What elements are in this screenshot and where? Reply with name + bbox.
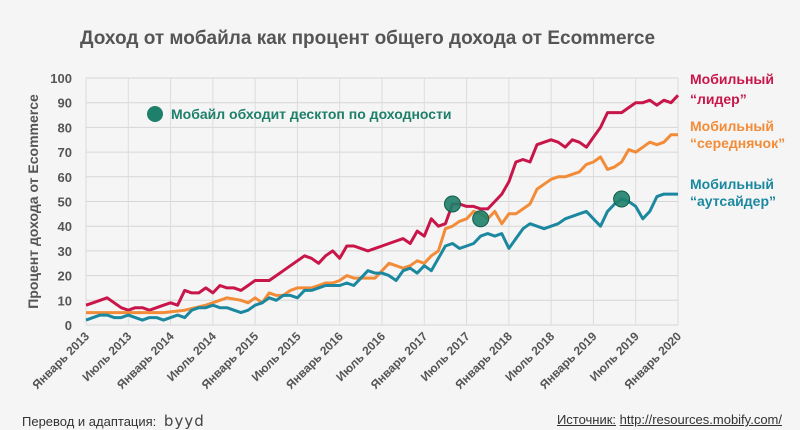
source: Источник: http://resources.mobify.com/ [557, 412, 782, 427]
source-link[interactable]: http://resources.mobify.com/ [619, 412, 782, 427]
annotation-label: Мобайл обходит десктоп по доходности [171, 106, 452, 122]
crossover-marker [443, 195, 461, 213]
series-line [85, 94, 680, 312]
series-label: Мобильный [690, 71, 774, 87]
crossover-marker [472, 210, 490, 228]
byyd-logo: byyd [163, 412, 205, 430]
y-tick-label: 0 [65, 318, 72, 333]
series-label: “аутсайдер” [690, 193, 776, 209]
y-tick-label: 80 [58, 120, 72, 135]
y-tick-label: 40 [58, 219, 72, 234]
source-label: Источник: [556, 412, 617, 427]
series-label: “лидер” [690, 91, 747, 107]
y-tick-label: 60 [58, 170, 72, 185]
credit: Перевод и адаптация: byyd [22, 412, 205, 430]
series-label: Мобильный [690, 176, 774, 192]
series-line [86, 133, 678, 315]
y-tick-label: 10 [58, 293, 72, 308]
y-tick-label: 30 [58, 244, 72, 259]
chart-title: Доход от мобайла как процент общего дохо… [80, 28, 656, 49]
y-tick-label: 90 [58, 96, 72, 111]
series-line [85, 192, 678, 322]
series-label: “середнячок” [690, 135, 785, 151]
y-tick-label: 100 [50, 71, 72, 86]
credit-label: Перевод и адаптация: [22, 414, 157, 429]
y-tick-label: 50 [58, 195, 72, 210]
y-tick-label: 70 [58, 145, 72, 160]
annotation-marker [147, 106, 163, 122]
series-label: Мобильный [690, 118, 774, 134]
y-axis-label: Процент дохода от Ecommerce [25, 94, 41, 309]
y-tick-label: 20 [58, 269, 72, 284]
x-tick-label: Январь 2013 [30, 329, 93, 392]
crossover-marker [613, 190, 631, 208]
